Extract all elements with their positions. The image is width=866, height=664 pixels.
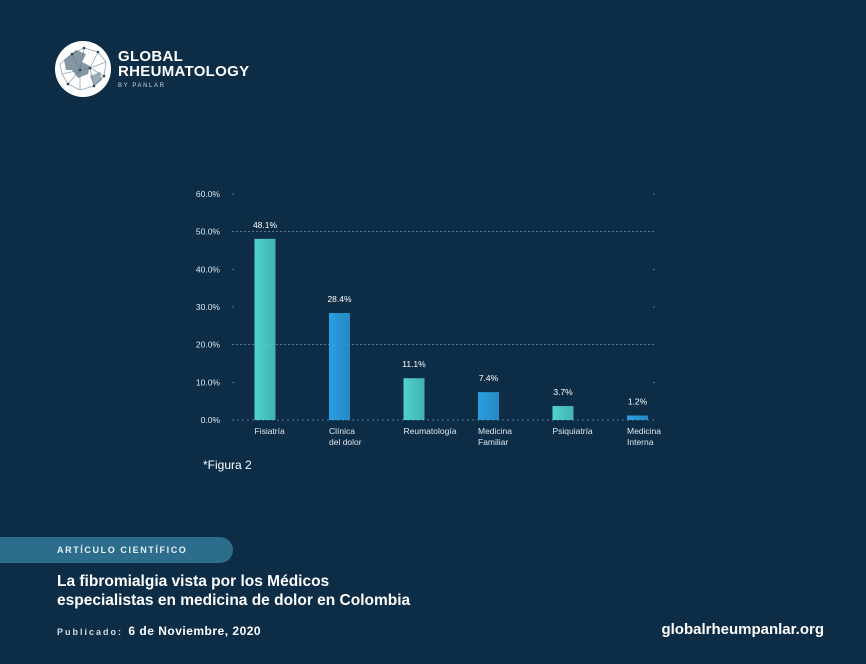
y-tick-label: 60.0% (196, 189, 221, 199)
x-tick-label: Medicina Familiar (478, 426, 512, 447)
brand-logo: GLOBAL RHEUMATOLOGY BY PANLAR (54, 40, 249, 98)
bar-2 (329, 313, 350, 420)
bar-6 (627, 415, 648, 420)
published-label: Publicado: (57, 627, 124, 637)
y-tick-label: 20.0% (196, 340, 221, 350)
bar-chart: 0.0% 10.0% 20.0% 30.0% 40.0% 50.0% 60.0% 48.1% F… (196, 189, 661, 447)
x-tick-label: Medicina Interna (627, 426, 661, 447)
article-category-tag: ARTÍCULO CIENTÍFICO (0, 537, 233, 563)
website-url: globalrheumpanlar.org (661, 621, 824, 638)
x-tick-label: Clínica del dolor (329, 426, 362, 447)
brand-subtitle: BY PANLAR (118, 83, 166, 89)
y-tick-label: 0.0% (201, 415, 221, 425)
y-tick-label: 30.0% (196, 302, 221, 312)
y-tick-label: 40.0% (196, 264, 221, 274)
article-title-line-2: especialistas en medicina de dolor en Co… (57, 592, 411, 609)
brand-line-2: RHEUMATOLOGY (118, 63, 250, 80)
article-title: La fibromialgia vista por los Médicos es… (57, 572, 477, 610)
x-tick-label: Fisiatría (255, 426, 286, 436)
bar-4 (478, 392, 499, 420)
y-tick-label: 50.0% (196, 227, 221, 237)
x-tick-label: Reumatología (404, 426, 457, 436)
published-info: Publicado: 6 de Noviembre, 2020 (57, 624, 261, 638)
brand-line-1: GLOBAL (118, 48, 184, 65)
figure-note: *Figura 2 (203, 458, 252, 472)
y-tick-label: 10.0% (196, 377, 221, 387)
data-label: 11.1% (402, 359, 426, 369)
bar-1 (254, 238, 276, 420)
x-tick-label: Psiquiatría (553, 426, 593, 436)
globe-network-icon (55, 41, 111, 97)
bar-5 (552, 406, 574, 420)
article-category-label: ARTÍCULO CIENTÍFICO (57, 545, 188, 555)
published-date: 6 de Noviembre, 2020 (128, 624, 262, 638)
data-label: 3.7% (553, 387, 573, 397)
data-label: 7.4% (479, 373, 499, 383)
article-title-line-1: La fibromialgia vista por los Médicos (57, 573, 330, 590)
data-label: 28.4% (327, 294, 352, 304)
data-label: 48.1% (253, 220, 278, 230)
bar-3 (403, 378, 425, 420)
data-label: 1.2% (628, 396, 648, 406)
